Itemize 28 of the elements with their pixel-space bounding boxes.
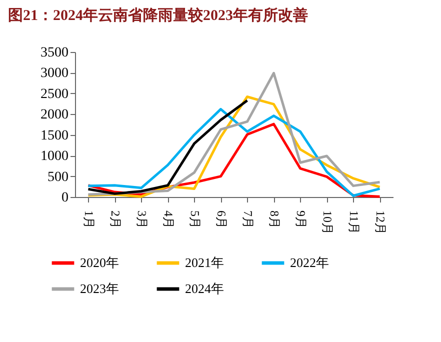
legend-label: 2022年: [290, 255, 329, 270]
y-tick-label: 1000: [40, 149, 68, 164]
x-tick-label: 10月: [320, 210, 334, 234]
legend-label: 2024年: [185, 281, 224, 296]
x-tick-label: 5月: [188, 210, 202, 228]
legend-label: 2021年: [185, 255, 224, 270]
x-tick-label: 3月: [134, 210, 149, 228]
x-tick-label: 6月: [214, 210, 228, 228]
y-tick-label: 500: [48, 170, 68, 185]
y-tick-label: 1500: [40, 128, 68, 144]
line-series: [87, 72, 381, 196]
x-tick-label: 9月: [294, 210, 308, 228]
legend-label: 2023年: [80, 281, 119, 296]
y-tick-label: 2000: [40, 108, 68, 123]
y-tick-label: 2500: [40, 86, 68, 102]
y-tick-label: 3500: [40, 46, 68, 60]
x-tick-label: 7月: [240, 210, 255, 228]
x-tick-label: 12月: [373, 210, 388, 234]
y-tick-label: 0: [62, 190, 68, 206]
y-tick-label: 3000: [40, 66, 68, 82]
x-tick-label: 1月: [82, 210, 96, 228]
legend-label: 2020年: [80, 255, 119, 270]
chart-title: 图21：2024年云南省降雨量较2023年有所改善: [8, 6, 308, 24]
line-series: [87, 99, 248, 195]
x-tick-label: 8月: [267, 210, 282, 228]
x-tick-label: 4月: [161, 210, 176, 228]
x-tick-label: 11月: [346, 210, 361, 234]
x-tick-label: 2月: [108, 210, 122, 228]
